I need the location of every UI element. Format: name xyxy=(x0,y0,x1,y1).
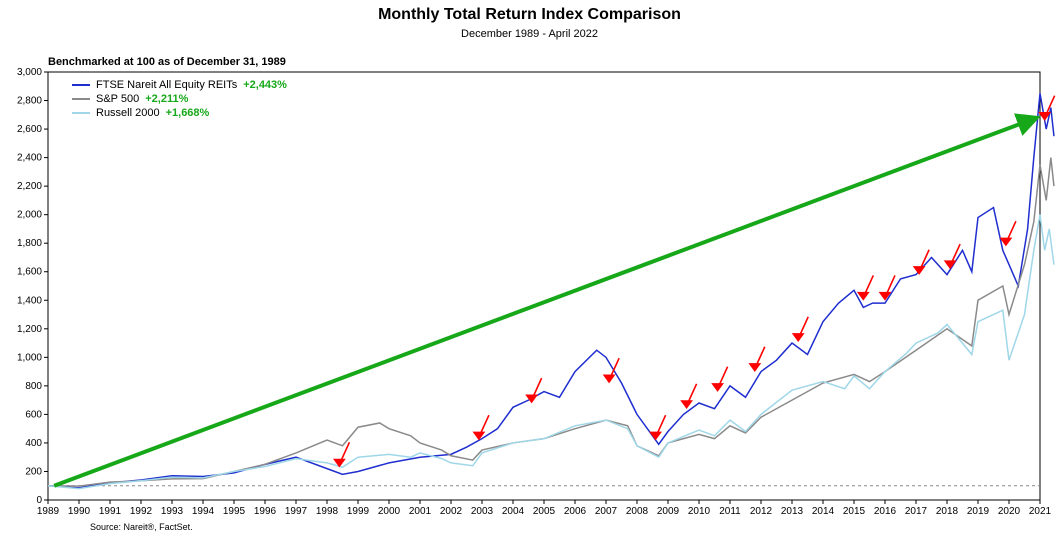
svg-text:1989: 1989 xyxy=(37,506,60,517)
svg-text:2007: 2007 xyxy=(595,506,618,517)
legend-pct: +2,211% xyxy=(145,92,188,106)
svg-text:2,000: 2,000 xyxy=(17,210,42,221)
svg-text:2012: 2012 xyxy=(750,506,773,517)
svg-text:1991: 1991 xyxy=(99,506,122,517)
trend-arrow xyxy=(54,118,1037,486)
legend-pct: +1,668% xyxy=(166,106,210,120)
svg-text:2000: 2000 xyxy=(378,506,401,517)
drop-marker-head xyxy=(603,375,616,384)
series-line xyxy=(48,215,1054,489)
drop-marker-head xyxy=(649,432,662,441)
svg-text:1,400: 1,400 xyxy=(17,295,42,306)
svg-text:1,600: 1,600 xyxy=(17,267,42,278)
legend-swatch xyxy=(72,98,90,100)
svg-text:2006: 2006 xyxy=(564,506,587,517)
svg-text:3,000: 3,000 xyxy=(17,67,42,78)
legend-pct: +2,443% xyxy=(243,78,287,92)
svg-text:800: 800 xyxy=(25,381,42,392)
svg-text:1997: 1997 xyxy=(285,506,308,517)
drop-marker-head xyxy=(748,363,761,372)
svg-text:1993: 1993 xyxy=(161,506,184,517)
legend: FTSE Nareit All Equity REITs+2,443%S&P 5… xyxy=(72,78,287,120)
svg-text:2017: 2017 xyxy=(905,506,928,517)
drop-marker-head xyxy=(792,333,805,342)
svg-text:2021: 2021 xyxy=(1029,506,1052,517)
legend-label: S&P 500 xyxy=(96,92,139,106)
svg-text:2003: 2003 xyxy=(471,506,494,517)
svg-text:2011: 2011 xyxy=(719,506,741,517)
drop-marker-head xyxy=(913,266,926,275)
legend-item: Russell 2000 +1,668% xyxy=(72,106,287,120)
svg-text:2018: 2018 xyxy=(936,506,959,517)
svg-text:2005: 2005 xyxy=(533,506,556,517)
svg-text:2010: 2010 xyxy=(688,506,711,517)
svg-text:1994: 1994 xyxy=(192,506,215,517)
drop-marker-head xyxy=(525,395,538,404)
svg-text:2013: 2013 xyxy=(781,506,804,517)
svg-text:600: 600 xyxy=(25,409,42,420)
svg-text:2015: 2015 xyxy=(843,506,866,517)
source-note: Source: Nareit®, FactSet. xyxy=(90,522,193,532)
series-line xyxy=(48,158,1054,487)
drop-marker-head xyxy=(944,260,957,269)
svg-text:2,400: 2,400 xyxy=(17,153,42,164)
svg-text:2014: 2014 xyxy=(812,506,835,517)
series-line xyxy=(48,93,1054,487)
svg-text:2001: 2001 xyxy=(409,506,432,517)
svg-text:2,800: 2,800 xyxy=(17,96,42,107)
svg-text:2,200: 2,200 xyxy=(17,181,42,192)
svg-text:1,800: 1,800 xyxy=(17,238,42,249)
drop-marker-head xyxy=(473,432,486,441)
svg-text:1995: 1995 xyxy=(223,506,246,517)
svg-text:2009: 2009 xyxy=(657,506,680,517)
svg-text:200: 200 xyxy=(25,466,42,477)
svg-text:2008: 2008 xyxy=(626,506,649,517)
legend-label: FTSE Nareit All Equity REITs xyxy=(96,78,237,92)
legend-label: Russell 2000 xyxy=(96,106,160,120)
svg-text:1990: 1990 xyxy=(68,506,91,517)
svg-text:2002: 2002 xyxy=(440,506,463,517)
svg-text:2,600: 2,600 xyxy=(17,124,42,135)
svg-text:1,000: 1,000 xyxy=(17,352,42,363)
chart-container: Monthly Total Return Index Comparison De… xyxy=(0,0,1059,536)
svg-text:1998: 1998 xyxy=(316,506,339,517)
svg-text:400: 400 xyxy=(25,438,42,449)
svg-text:1999: 1999 xyxy=(347,506,370,517)
svg-text:0: 0 xyxy=(36,495,42,506)
svg-text:2020: 2020 xyxy=(998,506,1021,517)
svg-text:2016: 2016 xyxy=(874,506,897,517)
legend-swatch xyxy=(72,84,90,86)
drop-marker-head xyxy=(680,400,693,409)
legend-item: FTSE Nareit All Equity REITs +2,443% xyxy=(72,78,287,92)
svg-text:1992: 1992 xyxy=(130,506,153,517)
svg-text:1996: 1996 xyxy=(254,506,277,517)
legend-swatch xyxy=(72,112,90,114)
svg-text:1,200: 1,200 xyxy=(17,324,42,335)
svg-text:2019: 2019 xyxy=(967,506,990,517)
drop-marker-head xyxy=(711,383,724,392)
legend-item: S&P 500 +2,211% xyxy=(72,92,287,106)
svg-text:2004: 2004 xyxy=(502,506,525,517)
